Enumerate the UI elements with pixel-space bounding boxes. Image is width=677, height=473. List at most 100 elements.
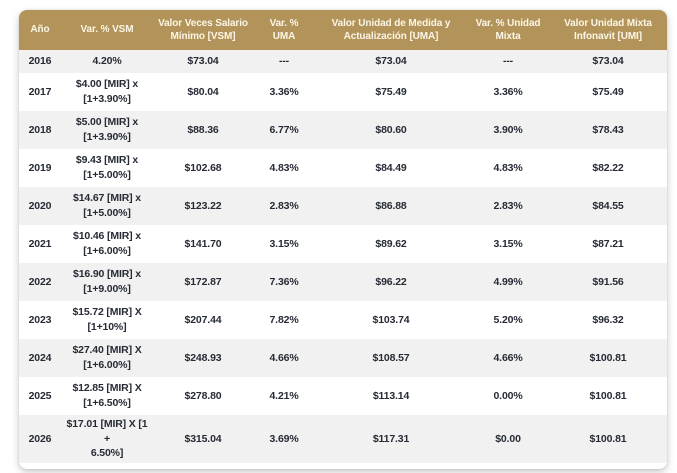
value-cell: 3.15%: [493, 237, 523, 250]
value-cell: $12.85 [MIR] X [1+6.50%]: [72, 382, 142, 409]
value-cell: 3.15%: [269, 237, 299, 250]
value-cell: $5.00 [MIR] x [1+3.90%]: [75, 116, 139, 143]
value-cell: $207.44: [184, 313, 222, 326]
table-row: 2024 $27.40 [MIR] X [1+6.00%] $248.93 4.66%…: [19, 339, 667, 377]
value-cell: 4.83%: [269, 161, 299, 174]
year-cell: 2026: [28, 432, 52, 445]
value-cell: $9.43 [MIR] x [1+5.00%]: [75, 154, 139, 181]
value-cell: 4.99%: [493, 275, 523, 288]
value-cell: ---: [502, 55, 514, 68]
value-cell: 3.36%: [269, 85, 299, 98]
value-cell: $84.49: [375, 161, 407, 174]
value-cell: $141.70: [184, 237, 222, 250]
value-cell: 4.83%: [493, 161, 523, 174]
value-cell: $78.43: [592, 123, 624, 136]
value-cell: $315.04: [184, 432, 222, 445]
column-header: Valor Unidad Mixta Infonavit [UMI]: [549, 10, 667, 50]
value-cell: $86.88: [375, 199, 407, 212]
value-cell: $27.40 [MIR] X [1+6.00%]: [72, 344, 142, 371]
value-cell: $123.22: [184, 199, 222, 212]
value-cell: 4.66%: [493, 351, 523, 364]
table-header: Año Var. % VSM Valor Veces Salario Mínimo …: [19, 10, 667, 50]
table-row: 2016 4.20% $73.04 --- $73.04 --- $73.04: [19, 50, 667, 73]
table-body: 2016 4.20% $73.04 --- $73.04 --- $73.04 2017 $4.…: [19, 50, 667, 464]
value-cell: $80.60: [375, 123, 407, 136]
header-row: Año Var. % VSM Valor Veces Salario Mínimo …: [19, 10, 667, 50]
value-cell: $89.62: [375, 237, 407, 250]
table-row: 2023 $15.72 [MIR] X [1+10%] $207.44 7.82% $1…: [19, 301, 667, 339]
column-header: Valor Unidad de Medida y Actualización […: [315, 10, 467, 50]
value-cell: 2.83%: [269, 199, 299, 212]
value-cell: 3.69%: [269, 432, 299, 445]
year-cell: 2024: [28, 351, 52, 364]
value-cell: ---: [278, 55, 290, 68]
value-cell: $113.14: [372, 389, 410, 402]
value-cell: 0.00%: [493, 389, 523, 402]
value-cell: $278.80: [184, 389, 222, 402]
value-cell: $88.36: [187, 123, 219, 136]
table-row: 2025 $12.85 [MIR] X [1+6.50%] $278.80 4.21%…: [19, 377, 667, 415]
year-cell: 2016: [28, 55, 52, 68]
table-row: 2021 $10.46 [MIR] x [1+6.00%] $141.70 3.15%…: [19, 225, 667, 263]
year-cell: 2022: [28, 275, 52, 288]
value-cell: $75.49: [592, 85, 624, 98]
column-header: Var. % UMA: [253, 10, 315, 50]
value-cell: $73.04: [375, 55, 407, 68]
value-cell: 3.90%: [493, 123, 523, 136]
value-cell: 3.36%: [493, 85, 523, 98]
column-header: Valor Veces Salario Mínimo [VSM]: [153, 10, 253, 50]
year-cell: 2017: [28, 85, 52, 98]
value-cell: $73.04: [592, 55, 624, 68]
value-cell: 5.20%: [493, 313, 523, 326]
value-cell: $96.22: [375, 275, 407, 288]
value-cell: 7.36%: [269, 275, 299, 288]
value-cell: $117.31: [372, 432, 410, 445]
value-cell: $87.21: [592, 237, 624, 250]
value-cell: 4.66%: [269, 351, 299, 364]
value-cell: $4.00 [MIR] x [1+3.90%]: [75, 78, 139, 105]
value-cell: $103.74: [372, 313, 410, 326]
value-cell: $82.22: [592, 161, 624, 174]
value-cell: $172.87: [184, 275, 222, 288]
value-cell: $96.32: [592, 313, 624, 326]
table-row: 2020 $14.67 [MIR] x [1+5.00%] $123.22 2.83%…: [19, 187, 667, 225]
value-cell: $100.81: [589, 389, 627, 402]
table-row: 2026 $17.01 [MIR] X [1 + 6.50%] $315.04 3.6…: [19, 415, 667, 464]
year-cell: 2023: [28, 313, 52, 326]
umi-values-table-card: Año Var. % VSM Valor Veces Salario Mínimo …: [19, 10, 667, 470]
value-cell: $100.81: [589, 351, 627, 364]
column-header: Var. % VSM: [61, 10, 153, 50]
year-cell: 2021: [28, 237, 52, 250]
year-cell: 2020: [28, 199, 52, 212]
table-row: 2018 $5.00 [MIR] x [1+3.90%] $88.36 6.77% $8…: [19, 111, 667, 149]
column-header: Var. % Unidad Mixta: [467, 10, 549, 50]
value-cell: 2.83%: [493, 199, 523, 212]
value-cell: 4.20%: [92, 55, 122, 68]
value-cell: 7.82%: [269, 313, 299, 326]
year-cell: 2019: [28, 161, 52, 174]
value-cell: $248.93: [184, 351, 222, 364]
table-row: 2017 $4.00 [MIR] x [1+3.90%] $80.04 3.36% $7…: [19, 73, 667, 111]
table-row: 2022 $16.90 [MIR] x [1+9.00%] $172.87 7.36%…: [19, 263, 667, 301]
value-cell: $0.00: [495, 432, 521, 445]
value-cell: $80.04: [187, 85, 219, 98]
year-cell: 2025: [28, 389, 52, 402]
year-cell: 2018: [28, 123, 52, 136]
value-cell: $75.49: [375, 85, 407, 98]
value-cell: $15.72 [MIR] X [1+10%]: [72, 306, 142, 333]
value-cell: $10.46 [MIR] x [1+6.00%]: [73, 230, 141, 257]
value-cell: $17.01 [MIR] X [1 + 6.50%]: [66, 418, 148, 460]
value-cell: $100.81: [589, 432, 627, 445]
value-cell: 4.21%: [269, 389, 299, 402]
value-cell: $84.55: [592, 199, 624, 212]
value-cell: $14.67 [MIR] x [1+5.00%]: [73, 192, 141, 219]
value-cell: $108.57: [372, 351, 410, 364]
column-header: Año: [19, 10, 61, 50]
value-cell: $91.56: [592, 275, 624, 288]
value-cell: $73.04: [187, 55, 219, 68]
umi-values-table: Año Var. % VSM Valor Veces Salario Mínimo …: [19, 10, 667, 464]
value-cell: $102.68: [184, 161, 222, 174]
value-cell: $16.90 [MIR] x [1+9.00%]: [73, 268, 141, 295]
table-row: 2019 $9.43 [MIR] x [1+5.00%] $102.68 4.83% $…: [19, 149, 667, 187]
value-cell: 6.77%: [269, 123, 299, 136]
